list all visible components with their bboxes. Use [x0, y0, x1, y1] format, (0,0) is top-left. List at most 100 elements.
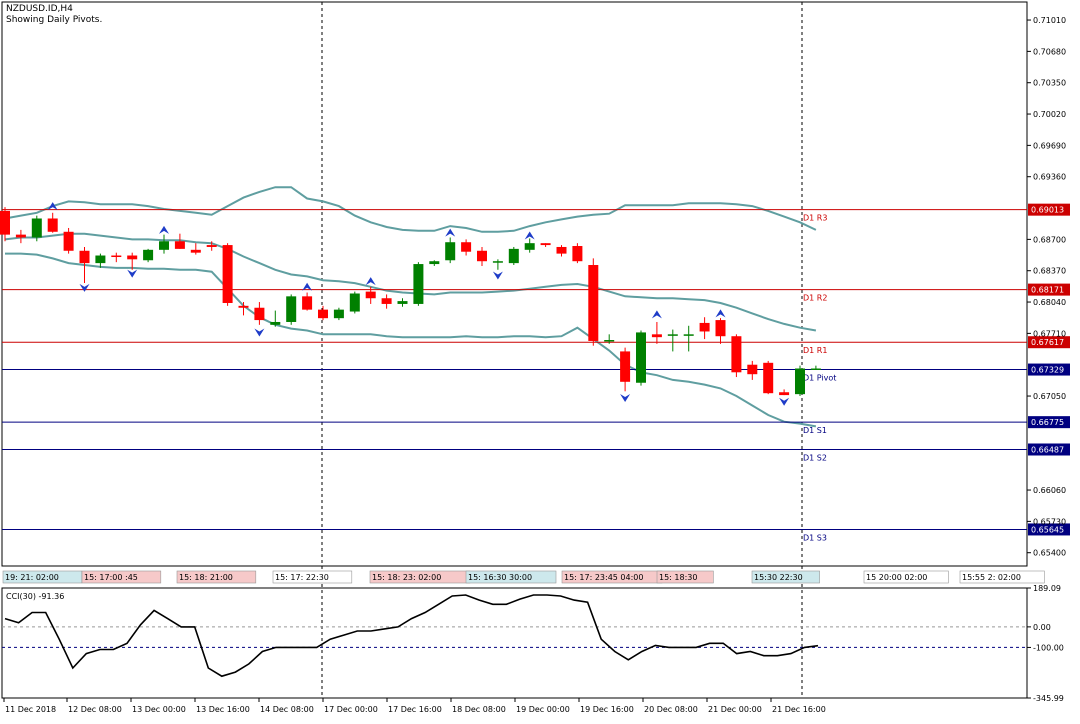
lower-band-line — [5, 252, 817, 428]
time-tick-label: 21 Dec 16:00 — [772, 705, 826, 714]
candle-body — [63, 231, 74, 251]
candle-body — [524, 243, 535, 250]
pivot-price-tag-label: 0.66775 — [1031, 418, 1064, 427]
time-tick-label: 19 Dec 00:00 — [516, 705, 570, 714]
time-tag — [465, 570, 557, 584]
upper-band-line — [4, 186, 817, 233]
cci-line — [4, 594, 819, 678]
candle-body — [445, 242, 456, 261]
pivot-label: D1 S3 — [803, 533, 827, 542]
candle-body — [683, 334, 694, 336]
price-tick-label: 0.67050 — [1033, 392, 1066, 401]
candle-body — [747, 364, 758, 375]
time-tick-label: 13 Dec 00:00 — [132, 705, 186, 714]
candle-body — [588, 265, 599, 341]
time-tick-label: 11 Dec 2018 — [5, 705, 56, 714]
candle-body — [365, 291, 376, 299]
time-tag — [959, 570, 1045, 584]
fractal-up-icon — [47, 202, 58, 211]
time-tick-label: 12 Dec 08:00 — [68, 705, 122, 714]
fractals-layer — [47, 202, 790, 406]
candle-body — [508, 248, 519, 264]
grid-layer — [1, 1, 1028, 698]
candle-body — [604, 340, 615, 342]
candle-body — [667, 334, 678, 336]
price-tick-label: 0.66060 — [1033, 486, 1066, 495]
candle-body — [461, 242, 472, 252]
pivot-price-tag-label: 0.65645 — [1031, 525, 1064, 534]
price-tick-label: 0.65730 — [1033, 517, 1066, 526]
candle-body — [572, 246, 583, 262]
price-tick-label: 0.68040 — [1033, 298, 1066, 307]
candle-body — [540, 243, 551, 246]
cci-tick-label: 0.00 — [1033, 623, 1051, 632]
time-tag — [81, 570, 162, 584]
time-tag-label: 15: 17: 23:45 04:00 — [564, 573, 644, 582]
fractal-down-icon — [620, 393, 631, 402]
time-tag — [272, 570, 353, 584]
candle-body — [159, 241, 169, 250]
pivot-label: D1 S1 — [803, 426, 827, 435]
candle-body — [556, 246, 567, 254]
middle-band-line — [4, 232, 817, 332]
candle-body — [0, 210, 10, 235]
pivot-price-tag-label: 0.67329 — [1031, 366, 1064, 375]
candle-body — [190, 249, 201, 253]
candle-body — [381, 298, 392, 304]
time-tick-label: 14 Dec 08:00 — [260, 705, 314, 714]
time-tag-label: 15 20:00 02:00 — [866, 573, 927, 582]
time-tags-row: 19: 21: 02:00 15: 17:00 :45 15: 18: 21:00 1… — [2, 570, 1045, 584]
pivot-label: D1 S2 — [803, 453, 827, 462]
pivot-layer: D1 R3 D1 R2 D1 R1 D1 Pivot D1 S1 D1 S2 D1 S3 — [2, 209, 1027, 542]
time-tick-label: 18 Dec 08:00 — [452, 705, 506, 714]
fractal-down-icon — [127, 269, 138, 278]
fractal-down-icon — [492, 271, 503, 280]
price-tick-label: 0.68700 — [1033, 235, 1066, 244]
cci-subwindow[interactable]: CCI(30) -91.36 189.09 0.00 -100.00 -345.99 — [1, 584, 1064, 703]
time-tag-label: 15: 18:30 — [659, 573, 697, 582]
fractal-down-icon — [779, 397, 790, 406]
fractal-up-icon — [302, 282, 313, 291]
price-tick-label: 0.69690 — [1033, 141, 1066, 150]
candle-body — [699, 322, 710, 332]
candle-body — [238, 305, 249, 308]
pivot-price-tag-label: 0.66487 — [1031, 445, 1064, 454]
main-frame — [1, 1, 1028, 567]
price-tick-label: 0.68370 — [1033, 267, 1066, 276]
pivot-price-tag — [1028, 203, 1070, 216]
price-tick-label: 0.70680 — [1033, 47, 1066, 56]
candle-body — [715, 320, 726, 337]
pivot-price-tag-label: 0.68171 — [1031, 286, 1064, 295]
time-tick-label: 13 Dec 16:00 — [196, 705, 250, 714]
fractal-down-icon — [254, 328, 265, 337]
candle-body — [429, 261, 440, 265]
candle-body — [333, 309, 344, 319]
time-tick-label: 17 Dec 00:00 — [324, 705, 378, 714]
candle-body — [254, 307, 265, 321]
candle-body — [636, 332, 646, 383]
candles-layer — [0, 207, 821, 397]
price-tick-label: 0.70350 — [1033, 79, 1066, 88]
fractal-up-icon — [524, 231, 535, 240]
price-tick-label: 0.65400 — [1033, 549, 1066, 558]
time-tick-label: 17 Dec 16:00 — [388, 705, 442, 714]
pivot-price-tag — [1028, 416, 1070, 429]
pivot-label: D1 Pivot — [803, 374, 836, 383]
price-tick-label: 0.67710 — [1033, 329, 1066, 338]
candle-body — [810, 368, 821, 371]
symbol-label: NZDUSD.ID,H4 — [6, 4, 73, 14]
time-tick-label: 20 Dec 08:00 — [644, 705, 698, 714]
cci-tick-label: 189.09 — [1033, 584, 1061, 593]
pivot-label: D1 R3 — [803, 214, 827, 223]
candle-body — [206, 245, 217, 247]
candle-body — [95, 255, 106, 264]
candle-body — [763, 362, 774, 394]
time-tag-label: 15: 18: 21:00 — [179, 573, 233, 582]
candle-body — [222, 245, 233, 303]
time-tick-label: 21 Dec 00:00 — [708, 705, 762, 714]
pivot-label: D1 R1 — [803, 346, 827, 355]
candle-body — [651, 334, 662, 338]
price-axis[interactable]: 0.69013 0.68171 0.67617 0.67329 0.66775 0.664… — [1027, 16, 1070, 558]
